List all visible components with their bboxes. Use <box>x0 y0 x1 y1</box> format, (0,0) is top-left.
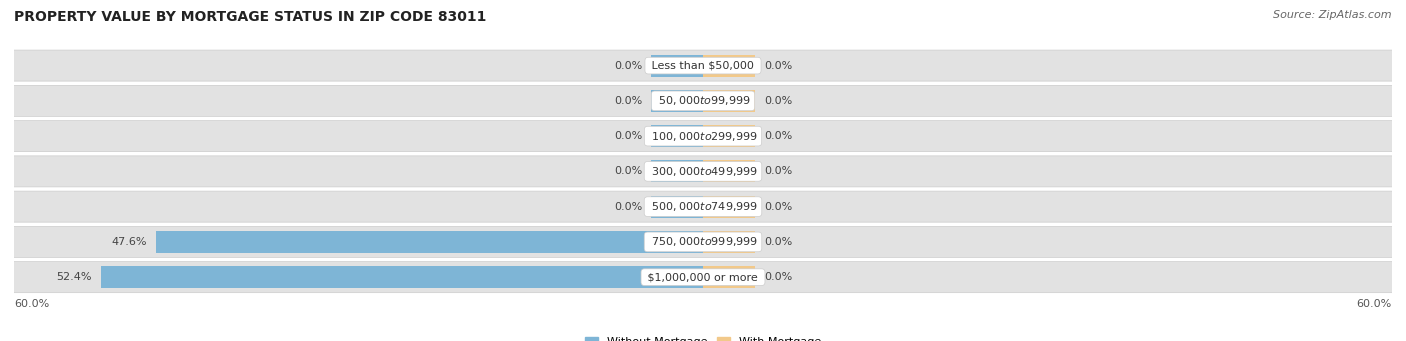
Text: $100,000 to $299,999: $100,000 to $299,999 <box>648 130 758 143</box>
Text: 0.0%: 0.0% <box>763 202 792 212</box>
Text: 0.0%: 0.0% <box>614 166 643 176</box>
Bar <box>703 231 755 253</box>
Text: 52.4%: 52.4% <box>56 272 93 282</box>
Text: $300,000 to $499,999: $300,000 to $499,999 <box>648 165 758 178</box>
FancyBboxPatch shape <box>14 191 1392 222</box>
Text: $50,000 to $99,999: $50,000 to $99,999 <box>655 94 751 107</box>
Bar <box>651 55 703 76</box>
Text: 0.0%: 0.0% <box>614 202 643 212</box>
Bar <box>651 125 703 147</box>
FancyBboxPatch shape <box>14 226 1392 257</box>
Text: 0.0%: 0.0% <box>763 61 792 71</box>
Text: 0.0%: 0.0% <box>763 166 792 176</box>
FancyBboxPatch shape <box>14 121 1392 152</box>
FancyBboxPatch shape <box>14 50 1392 81</box>
FancyBboxPatch shape <box>14 262 1392 293</box>
Bar <box>651 90 703 112</box>
Text: 0.0%: 0.0% <box>763 272 792 282</box>
Bar <box>651 196 703 218</box>
Text: 60.0%: 60.0% <box>1357 299 1392 309</box>
Text: 0.0%: 0.0% <box>763 237 792 247</box>
Bar <box>703 266 755 288</box>
Text: 0.0%: 0.0% <box>763 131 792 141</box>
Text: $1,000,000 or more: $1,000,000 or more <box>644 272 762 282</box>
Text: Less than $50,000: Less than $50,000 <box>648 61 758 71</box>
Text: Source: ZipAtlas.com: Source: ZipAtlas.com <box>1274 10 1392 20</box>
FancyBboxPatch shape <box>14 85 1392 116</box>
Text: 0.0%: 0.0% <box>614 131 643 141</box>
Text: PROPERTY VALUE BY MORTGAGE STATUS IN ZIP CODE 83011: PROPERTY VALUE BY MORTGAGE STATUS IN ZIP… <box>14 10 486 24</box>
Bar <box>703 125 755 147</box>
Bar <box>703 90 755 112</box>
Bar <box>703 161 755 182</box>
Bar <box>703 55 755 76</box>
Text: $500,000 to $749,999: $500,000 to $749,999 <box>648 200 758 213</box>
Text: 47.6%: 47.6% <box>111 237 148 247</box>
Text: 0.0%: 0.0% <box>763 96 792 106</box>
Text: 0.0%: 0.0% <box>614 96 643 106</box>
Bar <box>703 196 755 218</box>
Legend: Without Mortgage, With Mortgage: Without Mortgage, With Mortgage <box>581 332 825 341</box>
Text: $750,000 to $999,999: $750,000 to $999,999 <box>648 235 758 248</box>
FancyBboxPatch shape <box>14 156 1392 187</box>
Text: 0.0%: 0.0% <box>614 61 643 71</box>
Bar <box>651 161 703 182</box>
Bar <box>156 231 703 253</box>
Bar <box>101 266 703 288</box>
Text: 60.0%: 60.0% <box>14 299 49 309</box>
